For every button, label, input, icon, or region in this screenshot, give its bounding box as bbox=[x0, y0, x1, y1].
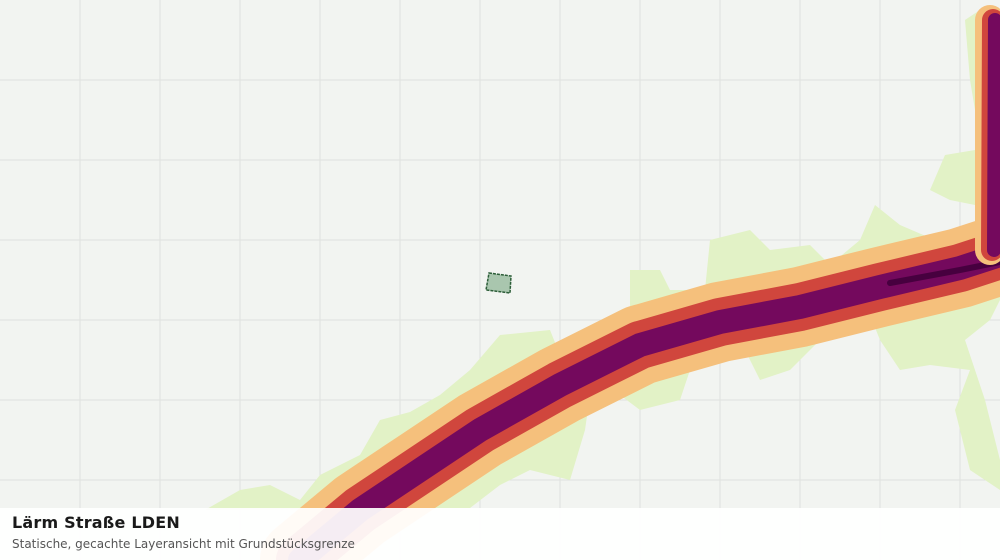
parcel-boundary bbox=[485, 272, 512, 294]
layer-subtitle: Statische, gecachte Layeransicht mit Gru… bbox=[12, 537, 355, 551]
noise-layer bbox=[205, 5, 1000, 560]
info-panel: Lärm Straße LDEN Statische, gecachte Lay… bbox=[0, 508, 1000, 560]
layer-title: Lärm Straße LDEN bbox=[12, 513, 180, 532]
